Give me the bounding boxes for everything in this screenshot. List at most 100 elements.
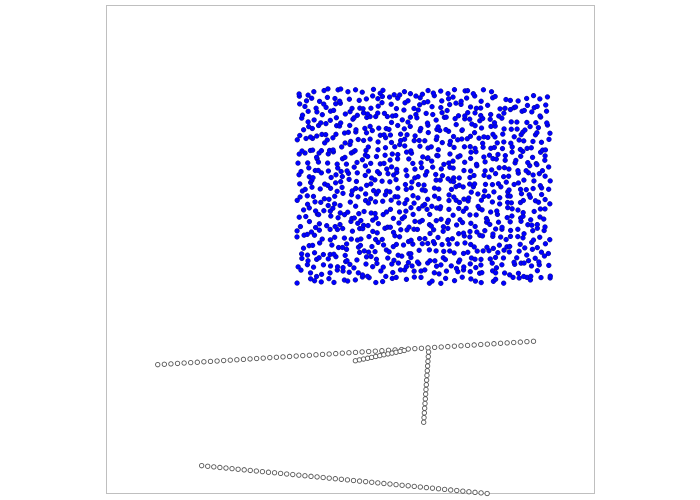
data-point-filled — [318, 271, 325, 277]
data-point-filled — [430, 90, 436, 96]
data-point-filled — [387, 224, 393, 230]
data-point-filled — [478, 279, 484, 286]
data-point-filled — [528, 217, 534, 223]
data-point-filled — [530, 237, 537, 243]
data-point-filled — [364, 273, 371, 280]
data-point-filled — [318, 199, 324, 206]
data-point-filled — [424, 196, 431, 202]
data-point-filled — [375, 139, 381, 145]
data-point-filled — [530, 228, 536, 234]
data-point-hollow — [424, 372, 430, 379]
data-point-hollow — [421, 410, 428, 416]
data-point-filled — [424, 120, 431, 126]
data-point-filled — [349, 228, 356, 234]
data-point-filled — [351, 265, 357, 271]
data-point-filled — [298, 251, 305, 257]
data-point-filled — [500, 174, 507, 180]
data-point-filled — [457, 257, 463, 263]
data-point-filled — [453, 265, 460, 272]
data-point-filled — [542, 241, 549, 247]
data-point-filled — [506, 187, 512, 193]
data-point-filled — [542, 157, 548, 163]
data-point-hollow — [422, 400, 428, 407]
data-point-filled — [501, 126, 507, 132]
data-point-filled — [471, 172, 477, 179]
data-point-filled — [517, 241, 523, 248]
data-point-filled — [481, 134, 487, 140]
data-point-filled — [480, 87, 487, 93]
data-point-filled — [471, 181, 478, 187]
data-point-filled — [305, 92, 311, 98]
data-point-filled — [502, 157, 508, 163]
data-point-filled — [489, 167, 495, 173]
data-point-filled — [521, 107, 527, 114]
data-point-hollow — [260, 355, 266, 361]
data-point-hollow — [234, 357, 240, 363]
data-point-filled — [523, 168, 529, 174]
data-point-filled — [385, 171, 391, 177]
data-point-filled — [457, 217, 463, 223]
data-point-filled — [356, 249, 363, 256]
data-point-filled — [472, 110, 478, 116]
data-point-filled — [516, 137, 522, 143]
data-point-filled — [538, 191, 545, 198]
data-point-filled — [523, 187, 529, 193]
data-point-filled — [543, 102, 549, 108]
data-point-filled — [451, 250, 457, 256]
data-point-filled — [372, 236, 379, 243]
data-point-filled — [514, 255, 520, 261]
data-point-filled — [515, 180, 522, 186]
data-point-filled — [467, 268, 473, 275]
data-point-hollow — [302, 473, 308, 479]
data-point-filled — [490, 245, 497, 252]
data-point-filled — [394, 166, 400, 173]
data-point-filled — [436, 186, 442, 192]
data-point-hollow — [240, 356, 247, 362]
data-point-filled — [382, 152, 388, 158]
data-point-filled — [447, 151, 453, 157]
data-point-hollow — [484, 341, 491, 347]
data-point-hollow — [363, 479, 369, 485]
data-point-filled — [497, 106, 503, 112]
data-point-filled — [307, 134, 314, 140]
data-point-filled — [456, 199, 463, 206]
data-point-filled — [528, 273, 534, 280]
data-point-filled — [310, 264, 317, 270]
data-point-filled — [478, 112, 484, 119]
data-point-filled — [456, 205, 462, 212]
data-point-filled — [467, 181, 473, 187]
data-point-filled — [471, 130, 478, 136]
data-point-filled — [411, 200, 417, 206]
data-point-filled — [411, 105, 417, 112]
data-point-filled — [531, 178, 537, 184]
data-point-filled — [367, 123, 373, 130]
data-point-filled — [327, 270, 333, 276]
data-point-filled — [387, 157, 393, 163]
data-point-hollow — [417, 484, 423, 490]
data-point-filled — [375, 188, 382, 194]
data-point-filled — [423, 110, 429, 117]
data-point-filled — [531, 208, 537, 215]
data-point-filled — [522, 127, 528, 133]
data-point-filled — [463, 205, 469, 212]
data-point-filled — [332, 234, 338, 240]
data-point-hollow — [284, 471, 290, 477]
data-point-filled — [492, 134, 498, 140]
data-point-filled — [448, 263, 454, 269]
data-point-filled — [453, 222, 460, 228]
data-point-filled — [541, 216, 547, 222]
data-point-filled — [410, 160, 416, 167]
data-point-filled — [330, 107, 337, 114]
data-point-filled — [487, 221, 493, 228]
data-point-hollow — [491, 341, 497, 347]
hollow-point-lines — [155, 338, 537, 497]
data-point-filled — [547, 178, 553, 184]
data-point-filled — [337, 210, 343, 216]
data-point-filled — [534, 244, 540, 251]
data-point-filled — [542, 196, 548, 203]
data-point-filled — [437, 204, 444, 210]
data-point-hollow — [454, 487, 460, 494]
data-point-filled — [520, 197, 526, 204]
data-point-filled — [343, 161, 350, 167]
